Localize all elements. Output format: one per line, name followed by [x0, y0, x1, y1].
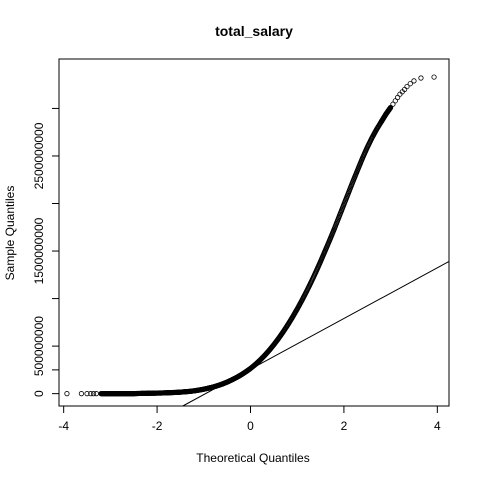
data-point	[84, 391, 90, 397]
data-point	[404, 83, 410, 90]
y-tick-label: 2500000000	[32, 122, 46, 189]
x-axis-label: Theoretical Quantiles	[196, 451, 309, 465]
y-axis: 0 500000000 1500000000 2500000000	[32, 107, 60, 397]
data-point	[418, 75, 424, 81]
data-point	[90, 391, 97, 397]
chart-title: total_salary	[215, 23, 293, 39]
data-point	[411, 78, 417, 84]
y-tick-label: 1500000000	[32, 217, 46, 284]
x-axis: -4 -2 0 2 4	[58, 405, 441, 433]
x-tick-label: 0	[247, 419, 254, 433]
x-tick-label: -2	[152, 419, 163, 433]
x-tick-label: 2	[341, 419, 348, 433]
y-tick-label: 0	[32, 390, 46, 397]
data-point	[407, 81, 413, 87]
x-tick-label: 4	[434, 419, 441, 433]
data-point	[64, 391, 70, 397]
y-tick-label: 500000000	[32, 316, 46, 376]
y-axis-label: Sample Quantiles	[3, 186, 17, 281]
data-points-layer	[64, 74, 437, 397]
data-point	[431, 74, 437, 80]
data-point	[78, 391, 85, 397]
data-point	[88, 391, 94, 397]
x-tick-label: -4	[58, 419, 69, 433]
